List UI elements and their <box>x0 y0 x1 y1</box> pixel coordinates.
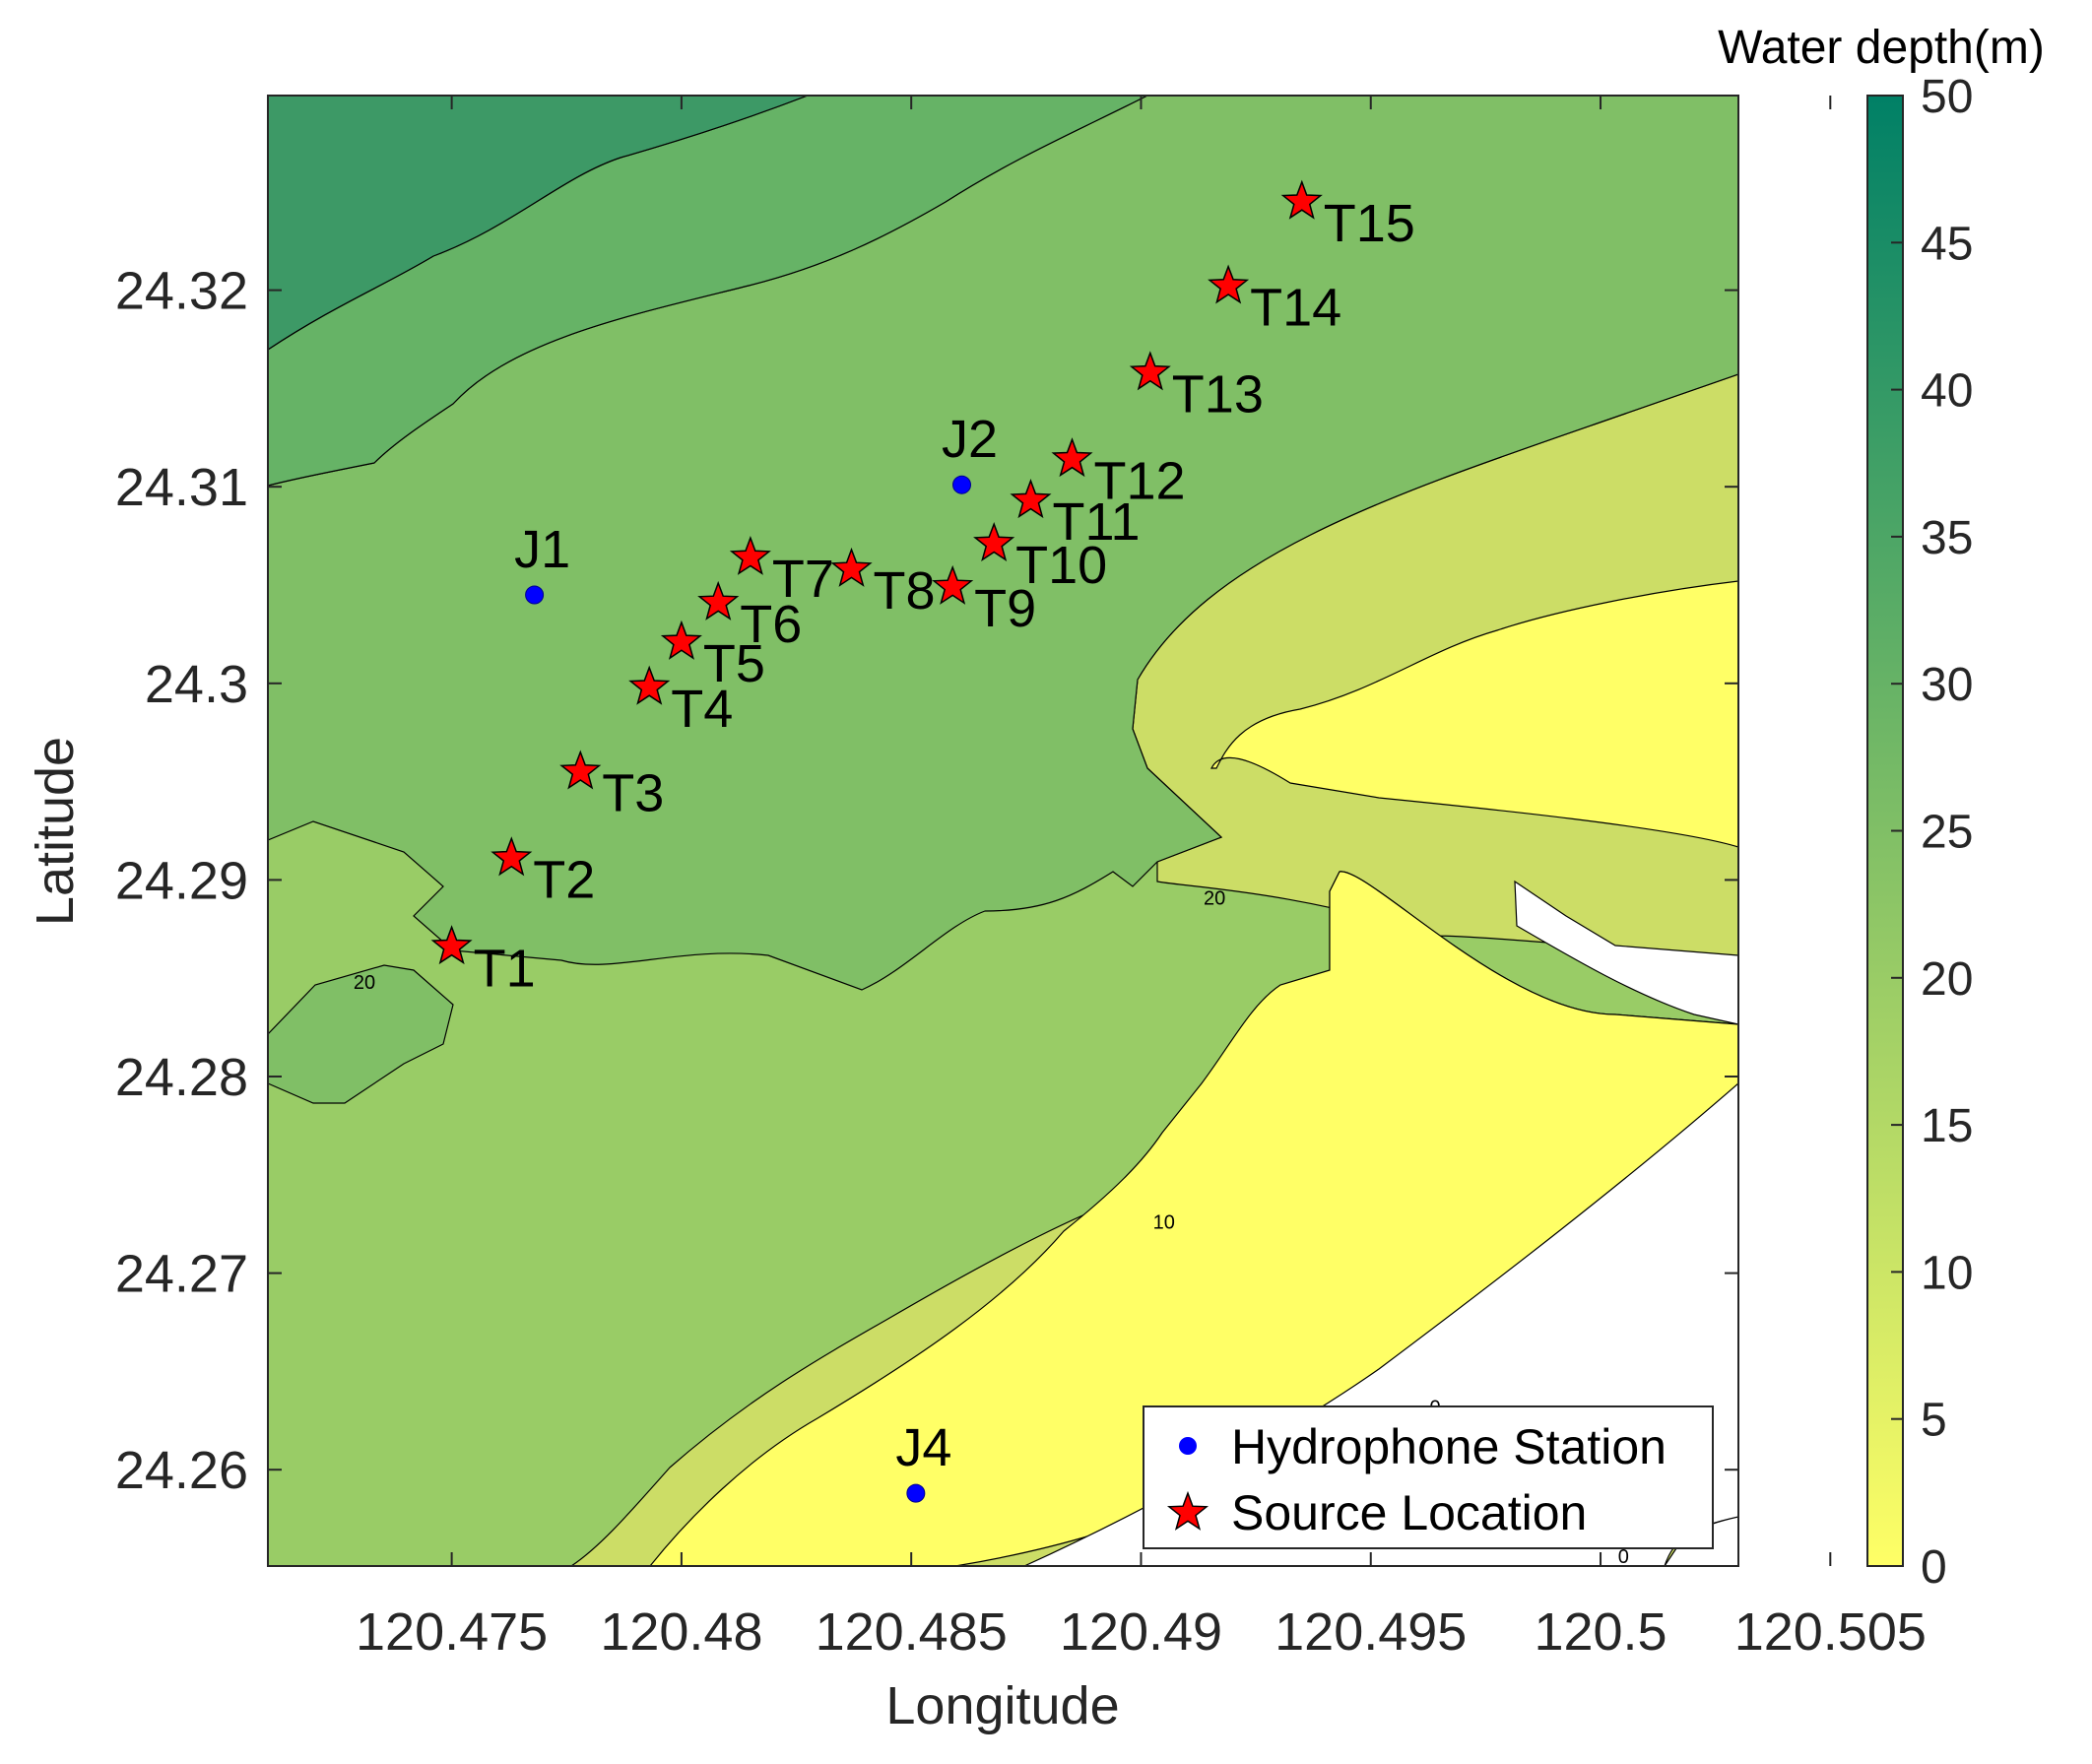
legend-hydrophone-label: Hydrophone Station <box>1231 1419 1667 1474</box>
colorbar-tick-label: 30 <box>1921 659 1973 711</box>
colorbar-tick-label: 25 <box>1921 807 1973 859</box>
source-label: T3 <box>602 764 664 823</box>
colorbar-tick-label: 20 <box>1921 953 1973 1006</box>
source-marker <box>697 580 740 621</box>
x-tick-label: 120.495 <box>1275 1602 1467 1662</box>
source-marker <box>660 620 702 660</box>
colorbar-tick-label: 45 <box>1921 218 1973 270</box>
colorbar-title: Water depth(m) <box>1718 22 2045 74</box>
x-axis-label: Longitude <box>885 1676 1119 1735</box>
source-marker <box>430 925 473 965</box>
hydrophone-label: J1 <box>514 520 570 579</box>
legend-source-label: Source Location <box>1231 1485 1587 1540</box>
plot-area-frame <box>267 95 1739 1567</box>
x-tick-label: 120.475 <box>356 1602 548 1662</box>
source-marker <box>1010 479 1052 519</box>
depth-band-35-40 <box>268 96 809 351</box>
source-label: T1 <box>474 939 536 998</box>
hydrophone-label: J2 <box>942 410 998 469</box>
hydrophone-marker <box>952 475 972 494</box>
source-label: T8 <box>874 561 936 621</box>
x-tick-label: 120.505 <box>1734 1602 1927 1662</box>
source-marker <box>1280 179 1323 220</box>
colorbar-tick-label: 15 <box>1921 1100 1973 1152</box>
hydrophone-marker <box>525 585 545 605</box>
hydrophone-label: J4 <box>895 1418 951 1477</box>
contour-label: 20 <box>1204 887 1225 909</box>
colorbar-ticks: 0 5 10 15 20 25 30 35 40 45 50 <box>1891 71 1973 1594</box>
colorbar-tick-label: 10 <box>1921 1247 1973 1299</box>
hydrophone-stations: J1 J2 J4 <box>514 410 998 1503</box>
colorbar-tick-label: 0 <box>1921 1541 1947 1594</box>
x-tick-label: 120.485 <box>816 1602 1008 1662</box>
y-axis-ticks: 24.26 24.27 24.28 24.29 24.3 24.31 24.32 <box>115 262 1738 1500</box>
source-marker <box>830 547 873 587</box>
legend-hydrophone-marker <box>1179 1437 1197 1455</box>
y-tick-label: 24.32 <box>115 262 248 321</box>
x-tick-label: 120.5 <box>1534 1602 1667 1662</box>
colorbar-tick-label: 35 <box>1921 512 1973 564</box>
source-marker <box>973 521 1015 562</box>
contour-label: 0 <box>1618 1546 1629 1568</box>
source-marker <box>490 836 533 877</box>
colorbar-tick-label: 5 <box>1921 1395 1947 1447</box>
land-area-top <box>1514 880 1738 1025</box>
source-label: T9 <box>974 579 1036 638</box>
y-tick-label: 24.3 <box>145 655 248 714</box>
source-label: T10 <box>1015 536 1107 595</box>
source-marker <box>628 665 671 705</box>
source-marker <box>1129 351 1171 391</box>
y-tick-label: 24.27 <box>115 1245 248 1304</box>
y-axis-label: Latitude <box>26 737 85 926</box>
colorbar-tick-label: 40 <box>1921 365 1973 418</box>
hydrophone-marker <box>906 1483 926 1503</box>
colorbar-tick-label: 50 <box>1921 71 1973 123</box>
source-marker <box>729 535 771 575</box>
source-label: T15 <box>1324 194 1415 253</box>
source-label: T14 <box>1250 279 1341 338</box>
y-tick-label: 24.26 <box>115 1441 248 1500</box>
y-tick-label: 24.28 <box>115 1048 248 1107</box>
source-marker <box>559 750 602 790</box>
contour-label: 10 <box>1153 1212 1175 1234</box>
source-label: T13 <box>1172 364 1264 424</box>
legend: Hydrophone Station Source Location <box>1143 1405 1714 1549</box>
y-tick-label: 24.31 <box>115 458 248 517</box>
colorbar: 0 5 10 15 20 25 30 35 40 45 50 Water depth(m) <box>1718 22 2045 1594</box>
source-label: T12 <box>1093 451 1185 510</box>
legend-source-marker <box>1166 1490 1209 1531</box>
depth-band-0-5-upper <box>1210 580 1738 848</box>
source-marker <box>932 564 974 605</box>
source-marker <box>1051 437 1093 478</box>
x-axis-ticks: 120.475 120.48 120.485 120.49 120.495 120.5 12… <box>356 96 1927 1662</box>
source-marker <box>1208 264 1250 304</box>
legend-box <box>1143 1405 1714 1549</box>
source-label: T4 <box>671 680 733 739</box>
source-label: T7 <box>772 550 834 609</box>
x-tick-label: 120.48 <box>600 1602 762 1662</box>
x-tick-label: 120.49 <box>1060 1602 1222 1662</box>
source-label: T5 <box>703 634 765 693</box>
source-label: T6 <box>740 595 802 654</box>
contour-label: 20 <box>354 972 375 994</box>
source-label: T11 <box>1052 492 1140 552</box>
y-tick-label: 24.29 <box>115 851 248 910</box>
depth-contour-fill <box>268 96 1738 1566</box>
depth-band-20-25-pocket <box>268 964 454 1104</box>
source-label: T2 <box>533 850 595 909</box>
